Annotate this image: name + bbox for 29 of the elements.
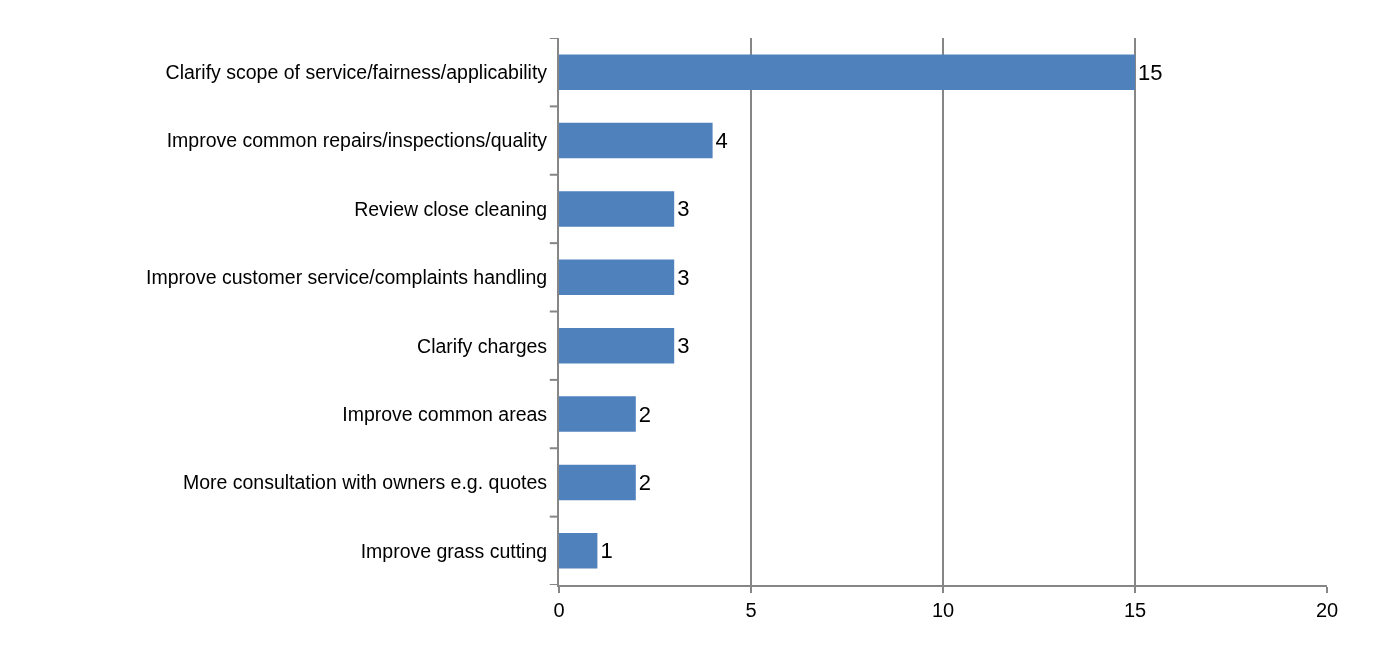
y-tick-label: Improve common areas — [342, 402, 548, 425]
y-tick-label: Clarify scope of service/fairness/applicability — [165, 61, 548, 84]
bar — [559, 533, 598, 569]
x-tick-label: 20 — [1315, 599, 1339, 621]
bar — [559, 122, 713, 159]
bar — [559, 191, 675, 227]
data-label: 3 — [677, 196, 690, 222]
data-label: 3 — [677, 333, 690, 359]
data-label: 3 — [677, 264, 690, 290]
y-tick-label: Improve common repairs/inspections/quality — [166, 129, 548, 152]
bar — [559, 464, 636, 501]
x-tick-label: 15 — [1123, 599, 1147, 621]
x-tick-label: 10 — [931, 599, 955, 621]
data-label: 15 — [1138, 59, 1163, 85]
bar — [559, 54, 1135, 90]
y-tick-label: Improve customer service/complaints handling — [146, 266, 548, 289]
y-tick-label: Clarify charges — [417, 334, 548, 357]
bar — [559, 327, 675, 364]
data-label: 2 — [638, 401, 652, 427]
bar — [559, 259, 675, 296]
x-tick-label: 0 — [553, 599, 565, 621]
y-tick-label: Improve grass cutting — [360, 539, 548, 562]
data-label: 1 — [600, 538, 613, 564]
bar — [559, 396, 636, 432]
data-label: 2 — [638, 469, 652, 495]
x-tick-label: 5 — [745, 599, 757, 621]
y-tick-label: More consultation with owners e.g. quotes — [182, 471, 548, 494]
y-tick-label: Review close cleaning — [354, 197, 548, 220]
data-label: 4 — [715, 128, 728, 154]
